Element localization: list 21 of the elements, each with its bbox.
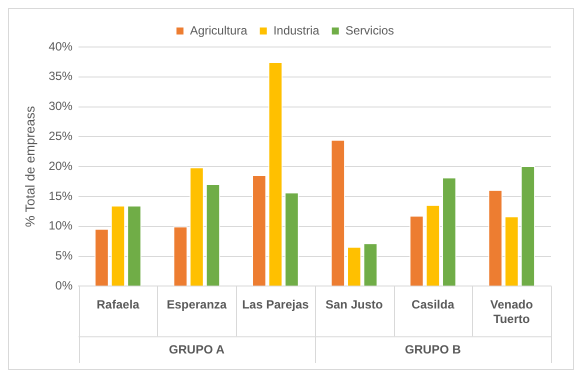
y-tick-label: 40% [48, 39, 73, 54]
y-tick-label: 35% [48, 69, 73, 84]
y-tick-label: 15% [48, 188, 73, 203]
y-tick-label: 20% [48, 158, 73, 173]
text: GRUPO A [168, 342, 225, 357]
legend-label: Industria [273, 23, 320, 38]
y-tick-label: 10% [48, 218, 73, 233]
legend-label: Servicios [345, 23, 394, 38]
y-tick-label: 30% [48, 99, 73, 114]
text: GRUPO B [404, 342, 462, 357]
x-tick-label: Venado Tuerto [490, 298, 533, 326]
y-axis-title: % Total de empreass [22, 106, 38, 228]
x-tick-label: Esperanza [166, 298, 228, 312]
x-tick-label: Las Parejas [242, 298, 310, 312]
y-tick-label: 25% [48, 129, 73, 144]
x-tick-label: San Justo [325, 298, 383, 312]
x-tick-label: Casilda [412, 298, 455, 312]
y-tick-label: 5% [55, 248, 73, 263]
legend-label: Agricultura [190, 23, 248, 38]
x-tick-label: Rafaela [96, 298, 140, 312]
y-tick-label: 0% [55, 278, 73, 293]
